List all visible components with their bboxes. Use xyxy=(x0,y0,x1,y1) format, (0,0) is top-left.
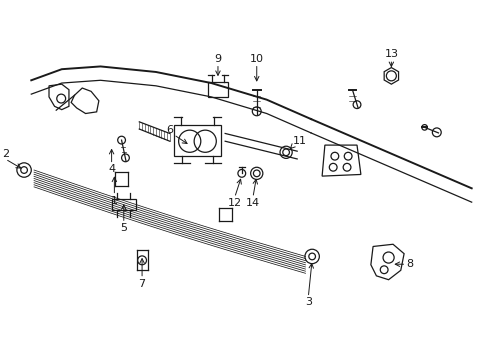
Text: 9: 9 xyxy=(214,54,221,64)
Text: 14: 14 xyxy=(245,198,260,208)
Text: 6: 6 xyxy=(166,125,173,135)
Text: 3: 3 xyxy=(304,297,311,307)
Text: 4: 4 xyxy=(108,165,115,175)
Text: 8: 8 xyxy=(406,259,412,269)
Text: 5: 5 xyxy=(120,223,127,233)
Text: 2: 2 xyxy=(1,149,9,159)
Text: 1: 1 xyxy=(111,195,118,206)
Text: 12: 12 xyxy=(227,198,241,208)
Text: 10: 10 xyxy=(249,54,263,64)
Text: 11: 11 xyxy=(293,136,306,146)
Text: 7: 7 xyxy=(138,279,145,289)
Text: 13: 13 xyxy=(384,49,398,59)
